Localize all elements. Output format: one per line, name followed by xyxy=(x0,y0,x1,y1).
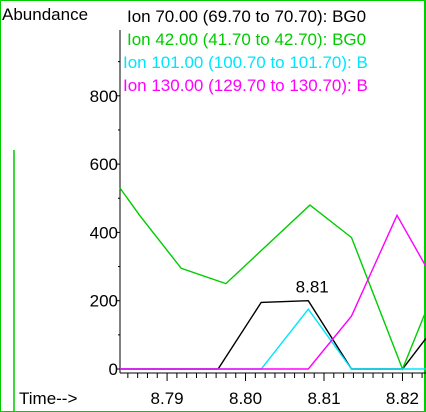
x-tick-label: 8.79 xyxy=(151,389,184,408)
y-tick-label: 800 xyxy=(90,87,118,106)
y-tick-label: 200 xyxy=(90,292,118,311)
legend-entry-2: Ion 42.00 (41.70 to 42.70): BG0 xyxy=(127,30,366,49)
x-tick-label: 8.80 xyxy=(229,389,262,408)
x-axis-label: Time--> xyxy=(19,389,77,408)
legend-entry-4: Ion 130.00 (129.70 to 130.70): B xyxy=(123,76,368,95)
legend-entry-3: Ion 101.00 (100.70 to 101.70): B xyxy=(123,53,368,72)
legend-entry-1: Ion 70.00 (69.70 to 70.70): BG0 xyxy=(127,7,366,26)
y-tick-label: 600 xyxy=(90,155,118,174)
y-tick-label: 0 xyxy=(109,360,118,379)
x-tick-label: 8.82 xyxy=(386,389,419,408)
y-tick-label: 400 xyxy=(90,223,118,242)
peak-annotation: 8.81 xyxy=(296,278,329,297)
x-tick-label: 8.81 xyxy=(307,389,340,408)
y-axis-label: Abundance xyxy=(2,5,88,24)
